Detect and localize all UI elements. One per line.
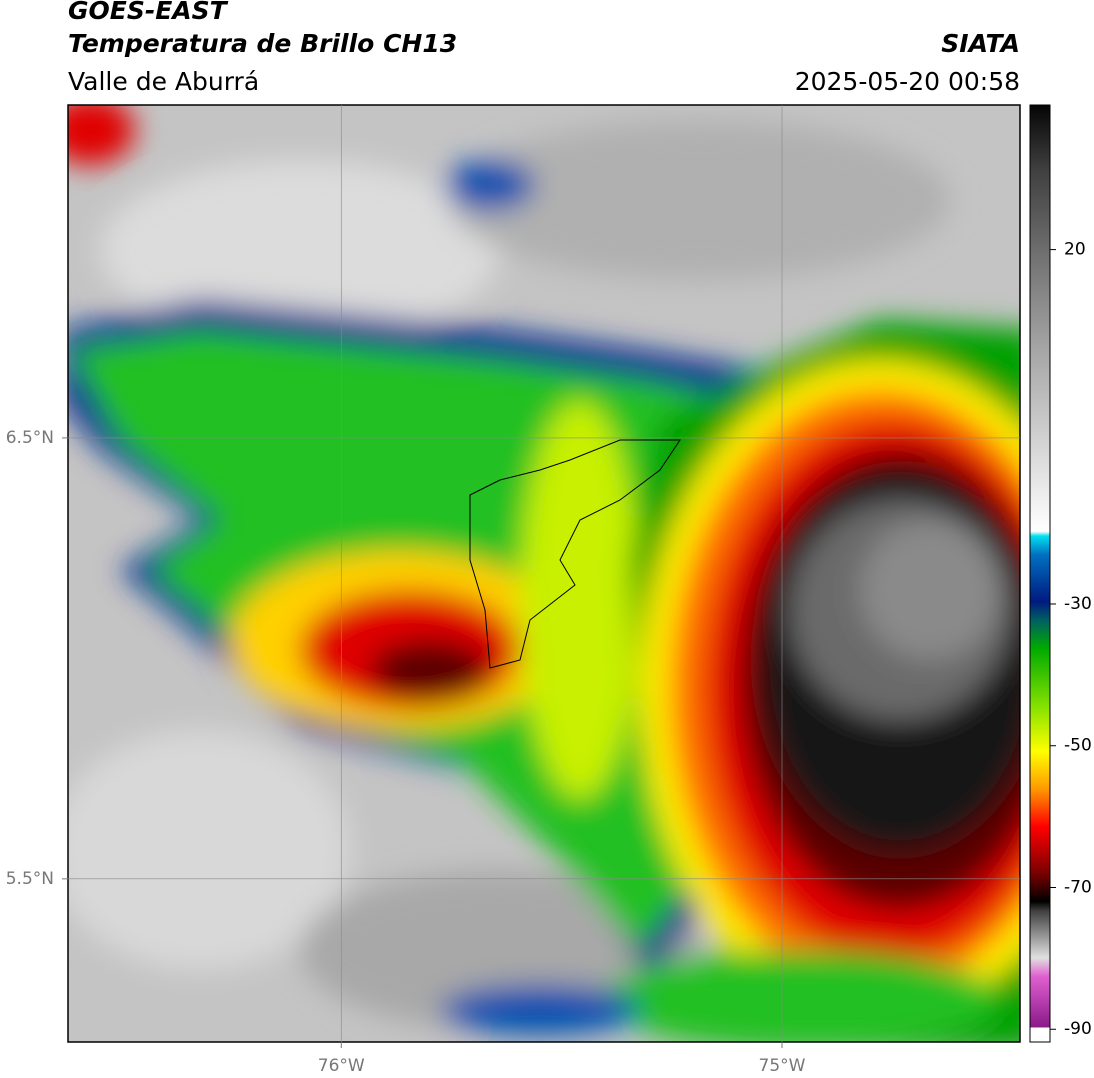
colorbar-label: -70 — [1064, 877, 1092, 897]
y-tick-label: 5.5°N — [6, 869, 54, 889]
colorbar-label: 20 — [1064, 240, 1086, 260]
y-tick-label: 6.5°N — [6, 428, 54, 448]
region: Valle de Aburrá — [68, 67, 259, 96]
satellite: GOES-EAST — [68, 0, 229, 25]
datetime: 2025-05-20 00:58 — [795, 67, 1020, 96]
colorbar-label: -90 — [1064, 1019, 1092, 1039]
x-tick-label: 75°W — [759, 1056, 806, 1076]
source: SIATA — [941, 29, 1020, 58]
colorbar — [1029, 104, 1051, 1043]
x-tick-label: 76°W — [318, 1056, 365, 1076]
colorbar-label: -30 — [1064, 594, 1092, 614]
map-frame — [67, 104, 1021, 1043]
satellite-image — [68, 105, 1020, 1042]
colorbar-label: -50 — [1064, 736, 1092, 756]
product: Temperatura de Brillo CH13 — [68, 29, 457, 58]
